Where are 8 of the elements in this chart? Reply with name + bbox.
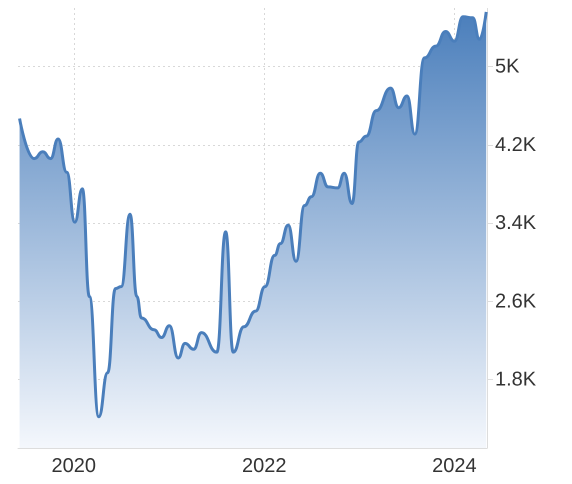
y-tick-label: 2.6K [495, 290, 537, 312]
y-tick-label: 1.8K [495, 368, 537, 391]
y-tick-label: 3.4K [495, 212, 537, 234]
x-tick-label: 2020 [52, 455, 96, 477]
y-tick-label: 4.2K [495, 134, 537, 156]
y-tick-label: 5K [495, 56, 520, 78]
x-tick-label: 2022 [242, 455, 286, 477]
x-tick-label: 2024 [432, 455, 477, 477]
